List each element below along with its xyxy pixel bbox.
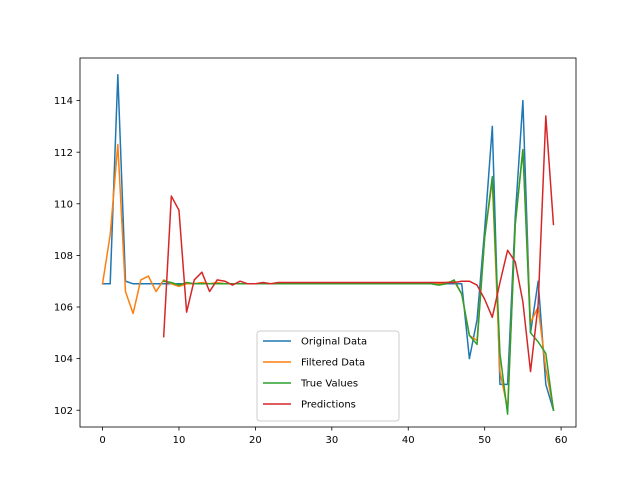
y-tick-label: 102 [54,406,73,417]
x-tick-label: 60 [555,435,568,446]
x-tick-label: 20 [249,435,262,446]
x-tick-label: 10 [173,435,186,446]
legend-label-original-data: Original Data [301,337,367,348]
series-lines [101,74,555,415]
legend-label-filtered-data: Filtered Data [301,358,365,369]
x-tick-label: 50 [478,435,491,446]
y-tick-label: 110 [54,199,73,210]
plot-frame [79,57,577,428]
legend-label-predictions: Predictions [301,400,356,411]
y-tick-label: 114 [54,96,73,107]
x-tick-label: 0 [99,435,105,446]
legend-box [256,330,400,422]
legend-label-true-values: True Values [300,379,358,390]
y-tick-label: 112 [54,148,73,159]
legend: Original Data Filtered Data True Values Pre… [256,330,400,422]
y-tick-label: 104 [54,354,73,365]
x-axis: 0 10 20 30 40 50 60 [99,427,567,446]
series-line-predictions [162,115,555,373]
x-tick-label: 40 [402,435,415,446]
y-tick-label: 106 [54,303,73,314]
y-axis: 102 104 106 108 110 112 114 [54,96,80,417]
y-tick-label: 108 [54,251,73,262]
x-tick-label: 30 [325,435,338,446]
